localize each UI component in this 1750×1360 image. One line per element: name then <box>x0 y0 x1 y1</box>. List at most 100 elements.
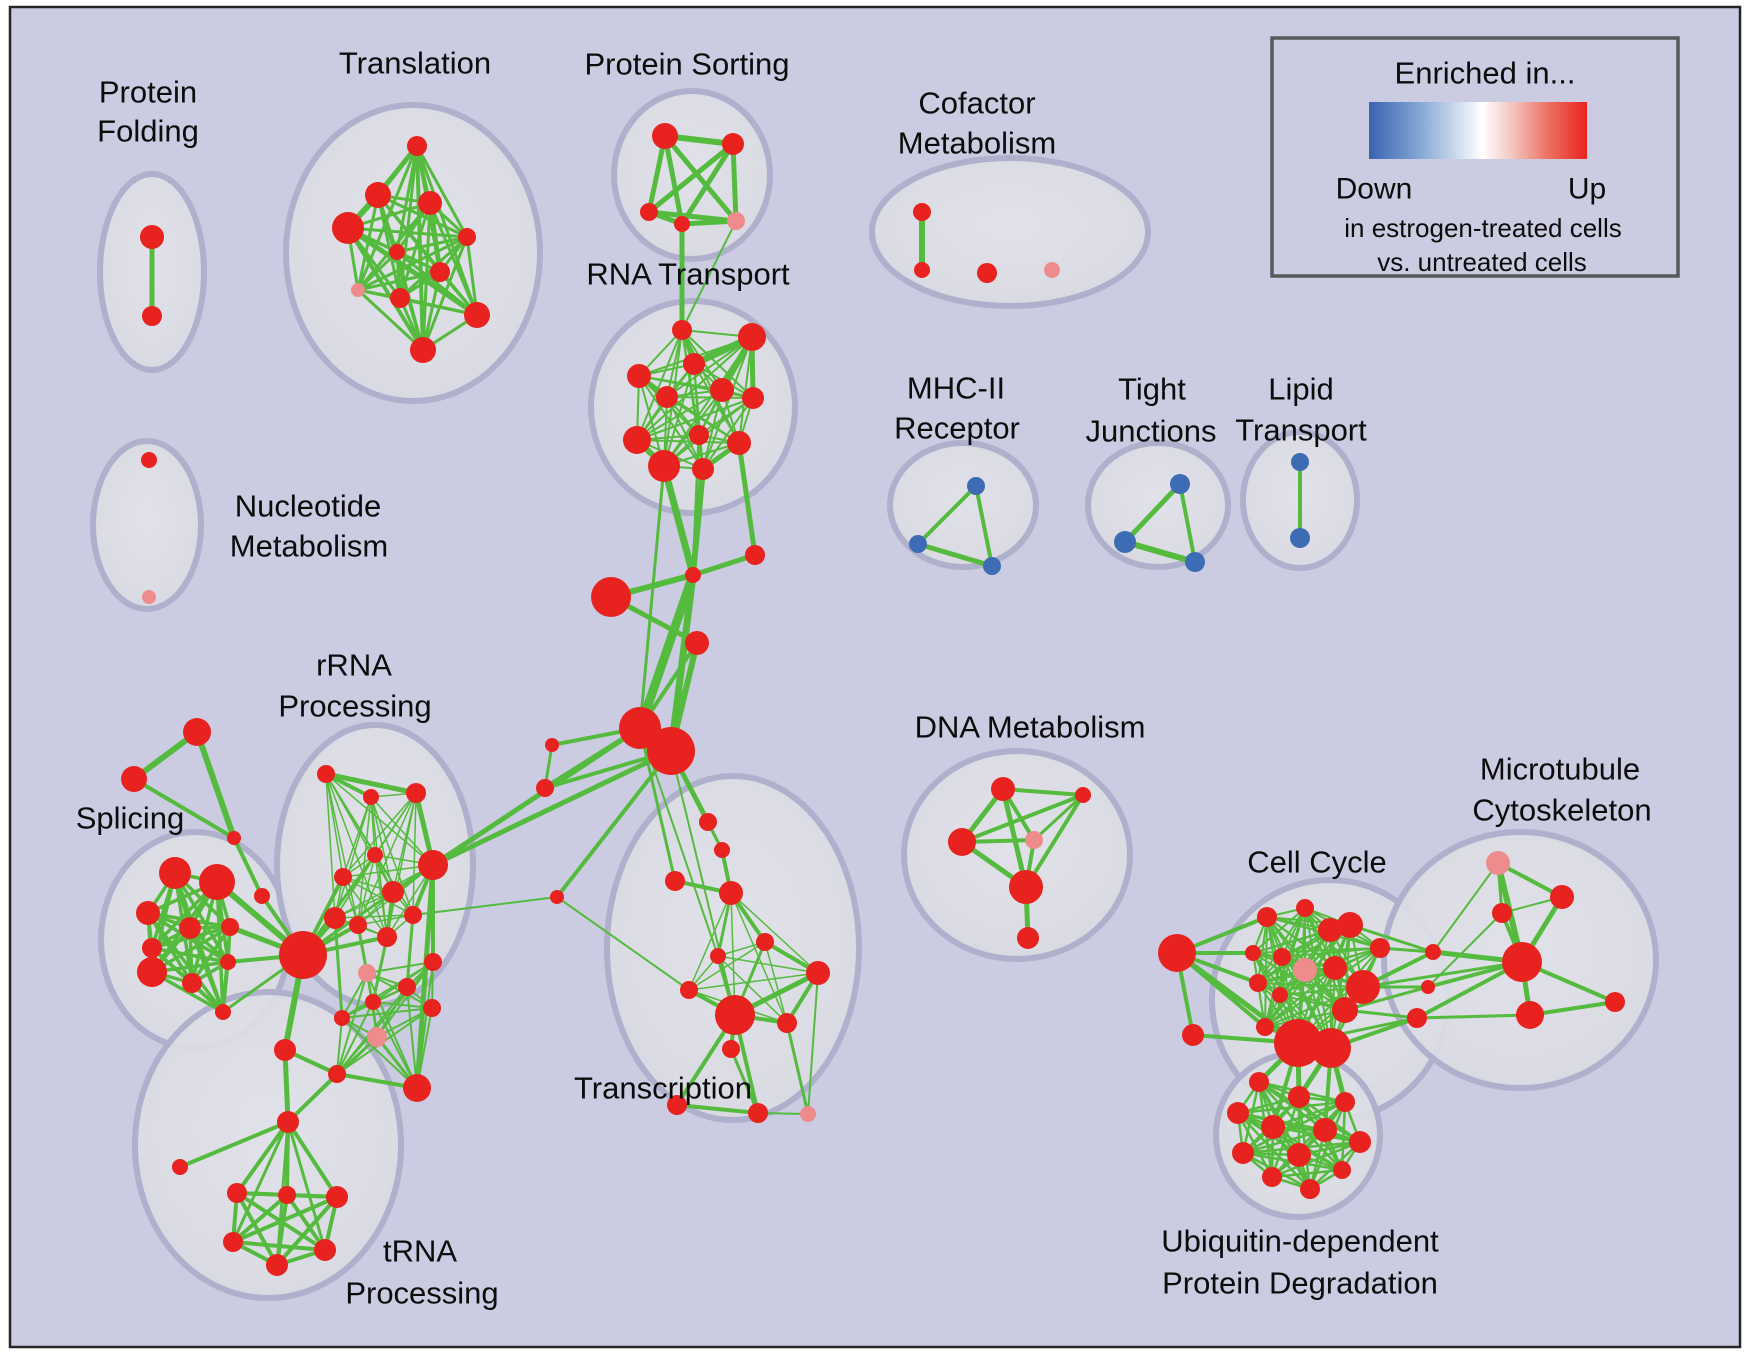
network-edge <box>1024 793 1085 889</box>
network-edge <box>681 329 740 444</box>
gene-set-node-ps0 <box>652 123 678 149</box>
gene-set-node-rr1 <box>363 789 379 805</box>
network-edge <box>334 914 414 919</box>
network-edge <box>662 133 685 227</box>
gene-set-node-trc5 <box>710 948 726 964</box>
network-edge <box>325 773 344 878</box>
network-edge <box>333 916 344 1020</box>
network-edge <box>356 270 442 292</box>
gene-set-node-tj0 <box>1170 474 1190 494</box>
legend-gradient-bar <box>1369 102 1587 159</box>
gene-set-node-u10 <box>1262 1167 1282 1187</box>
gene-set-node-rr0 <box>317 765 335 783</box>
network-edge <box>235 1120 290 1195</box>
gene-set-node-rr4 <box>334 868 352 886</box>
gene-set-node-t3 <box>332 212 364 244</box>
gene-set-node-d4 <box>1009 870 1043 904</box>
gene-set-node-cc5 <box>1273 948 1291 966</box>
gene-set-node-sl3 <box>550 890 564 904</box>
gene-set-node-trc7 <box>680 981 698 999</box>
network-edge <box>346 226 425 352</box>
network-edge <box>372 1001 418 1089</box>
cluster-label-cofactor-metabolism-line1: Cofactor <box>918 86 1035 121</box>
network-edge <box>1032 793 1085 842</box>
cluster-label-dna-metabolism: DNA Metabolism <box>915 710 1146 745</box>
gene-set-node-cc13 <box>1346 970 1380 1004</box>
network-edge <box>414 862 436 1091</box>
network-edge <box>1415 1013 1532 1020</box>
gene-set-node-cc8 <box>1256 1018 1274 1036</box>
cluster-label-rna-transport: RNA Transport <box>586 257 790 292</box>
network-edge <box>638 726 677 883</box>
network-edge <box>1270 1140 1362 1179</box>
network-edge <box>336 1001 374 1075</box>
gene-set-node-d1 <box>1075 787 1091 803</box>
network-edge <box>555 749 673 899</box>
gene-set-node-u9 <box>1333 1161 1351 1179</box>
gene-set-node-iso <box>172 1159 188 1175</box>
gene-set-node-u11 <box>1300 1179 1320 1199</box>
gene-set-node-hx3 <box>223 1232 243 1252</box>
network-edge <box>636 336 753 441</box>
network-edge <box>150 946 230 964</box>
gene-set-node-trc2 <box>665 871 685 891</box>
gene-set-node-d3 <box>1025 831 1043 849</box>
network-edge <box>215 880 225 1014</box>
network-edge <box>415 144 425 352</box>
gene-set-node-cf2 <box>977 263 997 283</box>
network-edge <box>736 440 758 558</box>
network-edge <box>691 433 701 577</box>
network-edge <box>405 913 415 989</box>
gene-set-node-rr3 <box>367 847 383 863</box>
gene-set-node-m1 <box>1550 885 1574 909</box>
gene-set-node-u3 <box>1227 1102 1249 1124</box>
cluster-label-mhc-ii-receptor-line1: MHC-II <box>907 371 1005 406</box>
gene-set-node-t9 <box>464 302 490 328</box>
gene-set-node-b2 <box>1421 980 1435 994</box>
gene-set-node-sp7 <box>182 973 202 993</box>
network-edge <box>915 541 995 569</box>
gene-set-node-sp1 <box>199 864 235 900</box>
network-edge <box>646 141 736 215</box>
network-edge <box>342 792 417 878</box>
network-edge <box>1348 923 1435 954</box>
network-edge <box>346 226 469 239</box>
network-edge <box>188 926 225 1014</box>
cluster-label-protein-folding-line2: Folding <box>97 114 199 149</box>
network-edge <box>662 133 739 224</box>
gene-set-node-hubL <box>279 931 327 979</box>
gene-set-node-cn3 <box>685 631 709 655</box>
gene-set-node-u6 <box>1349 1131 1371 1153</box>
gene-set-node-m2 <box>1492 903 1512 923</box>
network-edge <box>960 793 1085 844</box>
network-edge <box>356 288 425 352</box>
cluster-label-lipid-transport-line1: Lipid <box>1268 372 1334 407</box>
gene-set-node-u2 <box>1335 1092 1355 1112</box>
gene-set-node-rt5 <box>710 378 734 402</box>
cluster-label-cell-cycle: Cell Cycle <box>1247 845 1387 880</box>
network-edge <box>717 955 819 974</box>
gene-set-node-t10 <box>410 337 436 363</box>
network-edge <box>370 796 414 916</box>
network-edge <box>336 1017 343 1075</box>
gene-set-node-rt8 <box>689 425 709 445</box>
network-edge <box>1122 539 1198 565</box>
gene-set-node-rr6 <box>382 881 404 903</box>
network-edge <box>178 1120 290 1169</box>
gene-set-node-ps1 <box>722 133 744 155</box>
legend-title: Enriched in... <box>1395 56 1576 91</box>
gene-set-node-m0 <box>1486 851 1510 875</box>
gene-set-node-rr2 <box>406 783 426 803</box>
network-edge <box>374 854 388 938</box>
cluster-labels-layer: Protein Folding Translation Protein Sorting… <box>76 46 1652 1311</box>
network-edge <box>1270 1095 1301 1179</box>
network-edge <box>1264 907 1306 1028</box>
gene-set-node-cf0 <box>913 203 931 221</box>
gene-set-node-cc17 <box>1370 938 1390 958</box>
gene-set-node-tm4 <box>358 964 376 982</box>
gene-set-node-pf0 <box>140 225 164 249</box>
network-edge <box>702 397 754 470</box>
gene-set-node-mh1 <box>909 535 927 553</box>
gene-set-node-cc15 <box>1274 1019 1322 1067</box>
